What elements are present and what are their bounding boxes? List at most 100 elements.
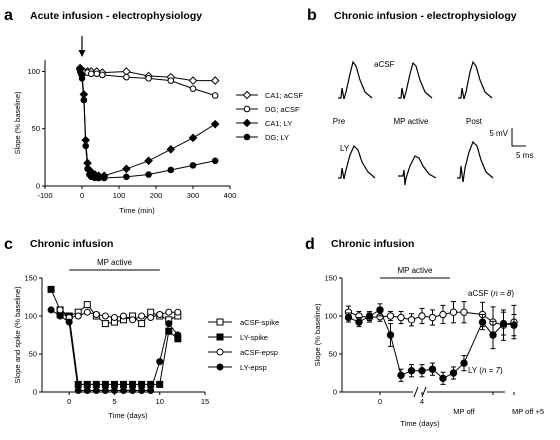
panel-c-ytick-label: 50 <box>29 350 37 359</box>
panel-c-data-point <box>165 327 173 335</box>
panel-c-data-point <box>83 380 91 388</box>
panel-a-ylabel: Slope (% baseline) <box>13 91 22 154</box>
panel-c-data-point <box>74 386 82 394</box>
panel-c-data-point <box>110 314 118 322</box>
panel-d-data-point <box>428 365 437 373</box>
panel-c-legend-label: LY-epsp <box>240 363 267 372</box>
panel-a-legend-marker <box>242 90 252 100</box>
panel-c-legend-label: LY-spike <box>240 333 268 342</box>
panel-c-xtick-label: 0 <box>67 397 71 406</box>
panel-a-legend-marker <box>243 133 251 141</box>
panel-a-infusion-arrowhead <box>78 50 86 57</box>
panel-c-data-point <box>129 316 137 324</box>
panel-c-legend-label: aCSF-epsp <box>240 348 278 357</box>
panel-a-data-point <box>145 171 152 178</box>
panel-c-data-point <box>83 308 91 316</box>
panel-a-data-point <box>80 96 88 104</box>
panel-c-data-point <box>147 314 155 322</box>
panel-c-data-point <box>165 308 173 316</box>
panel-d-data-point <box>344 313 353 322</box>
panel-a-data-point <box>210 76 220 85</box>
panel-d-data-point <box>407 367 416 375</box>
panel-d-ly-n: n = 7 <box>482 366 501 375</box>
panel-a-xtick-label: 300 <box>187 191 200 200</box>
panel-c-data-point <box>74 380 82 388</box>
panel-c-data-point <box>92 380 100 388</box>
panel-b-traces: aCSF Pre MP active Post LY 5 mV 5 ms <box>333 60 533 186</box>
trace-row-label-ly: LY <box>340 144 350 153</box>
panel-d-data-point <box>407 316 416 324</box>
panel-c-data-point <box>120 386 127 394</box>
panel-c-legend-label: aCSF-spike <box>240 318 279 327</box>
panel-a-data-point <box>84 165 91 173</box>
panel-d-data-point <box>418 367 426 375</box>
panel-c-data-point <box>56 312 64 320</box>
panel-d-data-point <box>386 331 395 339</box>
panel-c-series-line <box>50 289 179 385</box>
scale-ms-label: 5 ms <box>516 151 533 160</box>
panel-c-data-point <box>129 386 137 394</box>
panel-d-ytick-label: 0 <box>333 388 337 397</box>
panel-a-data-point <box>211 157 219 165</box>
panel-c-data-point <box>138 320 146 328</box>
panel-a-legend-label: CA1; LY <box>265 119 292 128</box>
panel-c-data-point <box>101 320 109 328</box>
panel-c-letter: c <box>4 236 13 253</box>
panel-d-data-point <box>355 318 363 326</box>
panel-d-mp-active-label: MP active <box>398 266 434 275</box>
panel-c-ylabel: Slope and spike (% baseline) <box>13 286 22 384</box>
panel-a-title: Acute infusion - electrophysiology <box>30 10 202 22</box>
panel-c-data-point <box>156 310 164 318</box>
panel-c-data-point <box>56 306 64 314</box>
panel-c-data-point <box>138 312 146 320</box>
panel-a-data-point <box>189 85 197 92</box>
panel-a-xtick-label: 100 <box>113 191 126 200</box>
panel-a-data-point <box>82 142 89 150</box>
panel-a-legend-label: DG; LY <box>265 133 289 142</box>
panel-d-data-point <box>418 312 426 320</box>
panel-a-xtick-label: -100 <box>37 191 52 200</box>
panel-c-mp-active-label: MP active <box>97 258 133 267</box>
panel-c-data-point <box>101 386 109 394</box>
panel-d-ytick-label: 100 <box>324 312 337 321</box>
panel-d-xlabel-mp-off: MP off <box>453 407 475 416</box>
panel-c-legend: aCSF-spike LY-spike aCSF-epsp LY-epsp <box>208 318 279 372</box>
panel-a-data-point <box>78 75 86 82</box>
panel-d-acsf-n: n = 8 <box>493 289 512 298</box>
panel-d-xtick-label: 4 <box>420 397 424 406</box>
panel-d-acsf-annotation: aCSF (n = 8) <box>468 289 514 298</box>
panel-a-data-point <box>166 145 176 154</box>
panel-c-ytick-label: 100 <box>24 312 37 321</box>
col-label-pre: Pre <box>333 117 346 126</box>
panel-c-data-point <box>110 386 118 394</box>
trace-ly-post <box>457 140 494 183</box>
panel-d-data-point <box>386 312 395 320</box>
panel-d-data-point <box>439 374 447 383</box>
panel-c-data-point <box>138 380 146 388</box>
panel-d-title: Chronic infusion <box>331 238 414 250</box>
panel-a-ytick-label: 50 <box>32 124 40 133</box>
panel-d-data-point <box>460 308 468 316</box>
panel-a-xtick-label: 400 <box>224 191 237 200</box>
trace-acsf-post <box>458 60 493 100</box>
panel-d-letter: d <box>305 236 315 253</box>
panel-d-data-point <box>365 312 374 320</box>
scale-mv-label: 5 mV <box>489 129 508 138</box>
panel-a-data-point <box>99 71 106 79</box>
panel-a-ytick-label: 0 <box>36 182 40 191</box>
panel-a-data-point <box>188 76 198 85</box>
panel-a-data-point <box>122 164 131 174</box>
panel-a-data-point <box>76 68 84 75</box>
panel-d-data-point <box>439 310 447 319</box>
panel-b-title: Chronic infusion - electrophysiology <box>334 10 517 22</box>
chart-panel-c: Slope and spike (% baseline) Time (days)… <box>13 258 279 420</box>
panel-c-data-point <box>138 386 146 394</box>
panel-c-legend-marker <box>216 363 224 371</box>
panel-a-data-point <box>145 75 152 82</box>
panel-c-data-point <box>174 308 182 316</box>
panel-c-data-point <box>92 386 100 394</box>
panel-c-title: Chronic infusion <box>30 238 113 250</box>
panel-c-data-point <box>83 386 91 394</box>
panel-c-xlabel: Time (days) <box>108 411 148 420</box>
